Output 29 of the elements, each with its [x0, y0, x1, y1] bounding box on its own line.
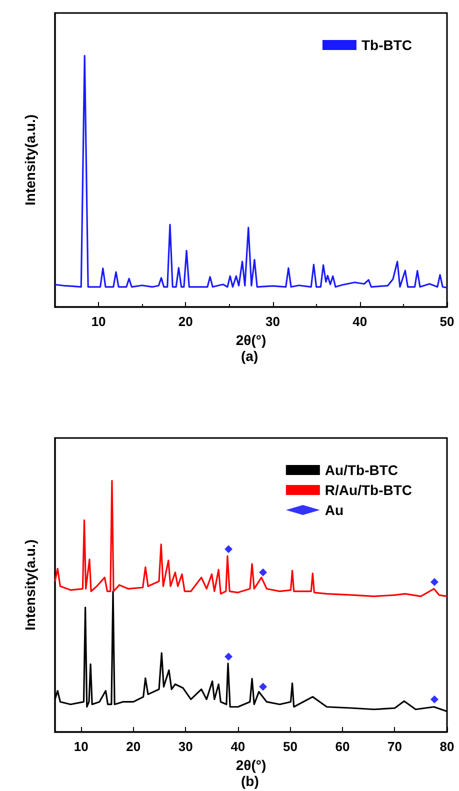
point: [259, 568, 268, 576]
x-tick-label: 40: [230, 739, 246, 754]
text: (b): [241, 773, 259, 789]
point: [224, 652, 233, 661]
x-tick-label: 80: [440, 739, 454, 754]
point: [224, 545, 233, 554]
x-axis-title: 2θ(°): [236, 757, 266, 773]
point: [430, 578, 438, 586]
legend-label: Tb-BTC: [361, 37, 412, 53]
x-tick-label: 50: [440, 314, 454, 329]
point: [259, 682, 268, 691]
point: [430, 695, 438, 704]
x-tick-label: 70: [388, 739, 402, 754]
legend-label: R/Au/Tb-BTC: [324, 482, 412, 498]
x-tick-label: 60: [335, 739, 350, 754]
x-tick-label: 10: [91, 314, 106, 329]
x-tick-label: 10: [74, 739, 88, 754]
x-tick-label: 20: [178, 314, 193, 329]
x-tick-label: 40: [352, 314, 368, 329]
legend-label: Au/Tb-BTC: [324, 462, 398, 478]
x-tick-label: 50: [282, 739, 298, 754]
x-tick-label: 30: [266, 314, 280, 329]
x-tick-label: 30: [178, 739, 193, 754]
legend-label: Au: [324, 502, 344, 518]
x-tick-label: 20: [126, 739, 141, 754]
y-axis-title: Intensity(a.u.): [22, 539, 38, 631]
y-axis-title: Intensity(a.u.): [22, 114, 38, 206]
x-axis-title: 2θ(°): [236, 332, 266, 348]
text: (a): [241, 348, 258, 364]
